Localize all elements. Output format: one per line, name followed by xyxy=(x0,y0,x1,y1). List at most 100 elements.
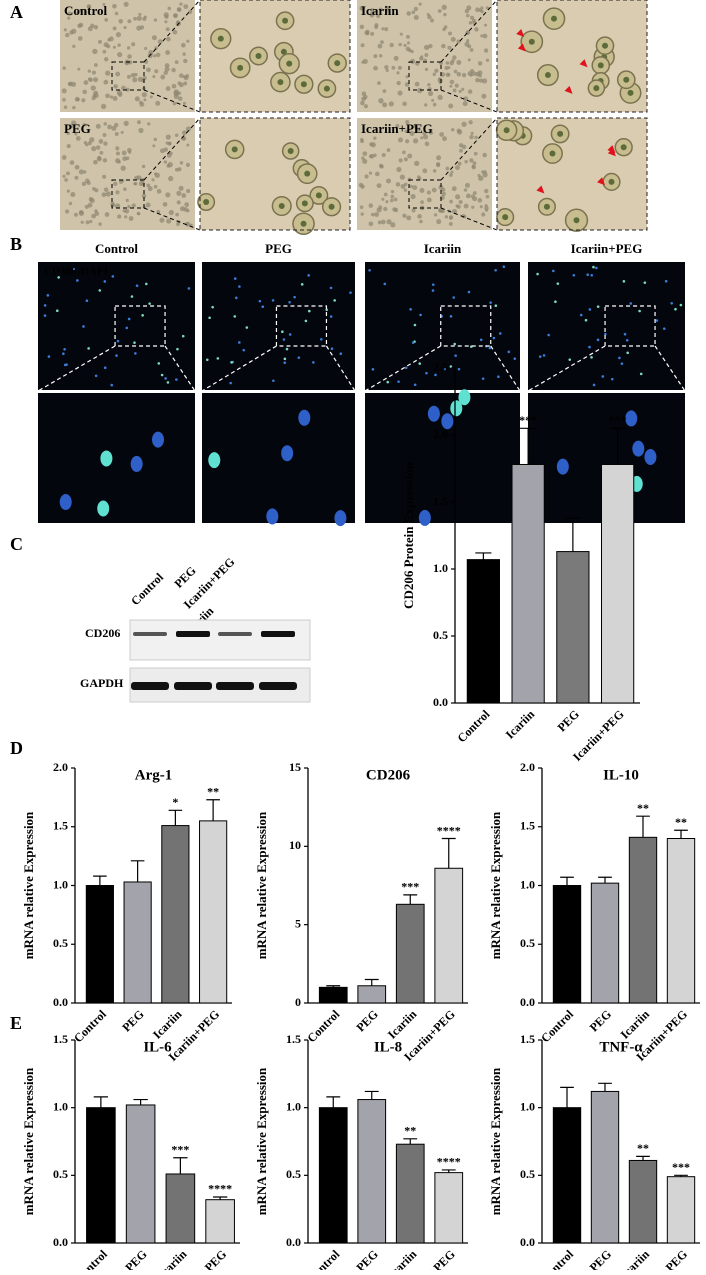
zoom-box xyxy=(111,61,145,91)
micrograph xyxy=(38,393,195,523)
cell xyxy=(385,200,389,204)
cell xyxy=(483,188,489,194)
cell xyxy=(93,63,98,67)
cell xyxy=(463,96,469,102)
cell xyxy=(83,170,87,174)
cell xyxy=(378,54,383,58)
cell xyxy=(380,40,384,45)
cell xyxy=(409,130,415,136)
cell xyxy=(467,290,471,294)
y-tick-label: 1.5 xyxy=(520,819,535,833)
cell xyxy=(623,332,627,336)
nucleus xyxy=(623,76,630,83)
cell xyxy=(383,192,388,197)
cell xyxy=(81,181,87,187)
cell xyxy=(131,42,136,47)
cell xyxy=(184,202,190,207)
cell xyxy=(458,143,464,148)
cell xyxy=(440,209,445,214)
cell xyxy=(103,366,107,370)
cell xyxy=(152,75,156,79)
cell xyxy=(478,175,484,181)
cell xyxy=(436,155,442,161)
cell xyxy=(127,317,131,321)
zoom-line xyxy=(37,345,116,392)
cell xyxy=(458,89,462,94)
cell xyxy=(116,339,120,343)
cell xyxy=(590,356,593,359)
cell xyxy=(183,4,189,10)
cell xyxy=(153,137,157,142)
cell xyxy=(455,165,460,171)
cell xyxy=(441,4,447,10)
cell xyxy=(431,98,435,102)
cell xyxy=(120,130,124,134)
nucleus xyxy=(323,85,330,92)
cell xyxy=(63,28,67,32)
cell xyxy=(595,266,598,270)
significance: *** xyxy=(672,1160,690,1174)
bar xyxy=(318,1107,348,1244)
cell xyxy=(166,163,171,168)
cell xyxy=(453,69,458,74)
cell xyxy=(117,160,121,164)
cell xyxy=(422,134,429,140)
arrowhead xyxy=(536,185,545,194)
nucleus xyxy=(304,170,311,177)
cell xyxy=(448,103,454,109)
cell xyxy=(142,75,147,81)
y-tick-label: 1.0 xyxy=(53,1099,68,1113)
cell xyxy=(85,220,90,225)
zoom-box xyxy=(111,179,145,209)
arrowhead xyxy=(517,43,526,52)
cell xyxy=(386,148,391,152)
cell xyxy=(151,431,164,448)
cell xyxy=(123,187,127,191)
cell xyxy=(400,184,406,189)
x-tick-label: Icariin xyxy=(385,1247,420,1270)
panel-label: D xyxy=(10,738,23,758)
micrograph xyxy=(202,393,355,527)
cell xyxy=(407,153,413,159)
micrograph xyxy=(199,0,351,113)
cell xyxy=(187,287,191,290)
cell xyxy=(178,185,184,191)
cell xyxy=(103,122,107,126)
cell xyxy=(82,122,87,127)
x-tick-label: PEG xyxy=(353,1007,380,1034)
cell xyxy=(106,44,111,49)
cell xyxy=(120,165,126,171)
nucleus xyxy=(608,178,615,185)
cell xyxy=(66,131,70,136)
cell xyxy=(377,220,382,225)
cell xyxy=(477,198,483,203)
cell xyxy=(674,307,677,311)
cell xyxy=(147,122,151,126)
nucleus xyxy=(278,203,285,210)
cell xyxy=(325,308,328,312)
cell xyxy=(484,23,488,27)
x-tick-label: PEG xyxy=(353,1247,380,1270)
cell xyxy=(94,188,99,193)
column-title: Control xyxy=(95,241,138,256)
cell xyxy=(330,347,334,350)
nucleus xyxy=(280,48,287,55)
cell xyxy=(87,347,90,350)
cell xyxy=(86,181,91,185)
cell xyxy=(436,219,442,225)
cell xyxy=(160,74,166,80)
cell xyxy=(186,39,190,43)
cell xyxy=(467,89,473,94)
cell xyxy=(359,24,365,30)
cell xyxy=(455,194,461,200)
cell xyxy=(90,85,96,91)
image-border xyxy=(496,117,648,231)
cell xyxy=(70,192,76,198)
zoom-line xyxy=(143,207,201,231)
cell xyxy=(103,141,108,146)
cell xyxy=(133,182,138,186)
y-tick-label: 0.5 xyxy=(286,1167,301,1181)
cell xyxy=(111,125,117,131)
cell xyxy=(432,169,437,173)
cell xyxy=(179,2,183,6)
